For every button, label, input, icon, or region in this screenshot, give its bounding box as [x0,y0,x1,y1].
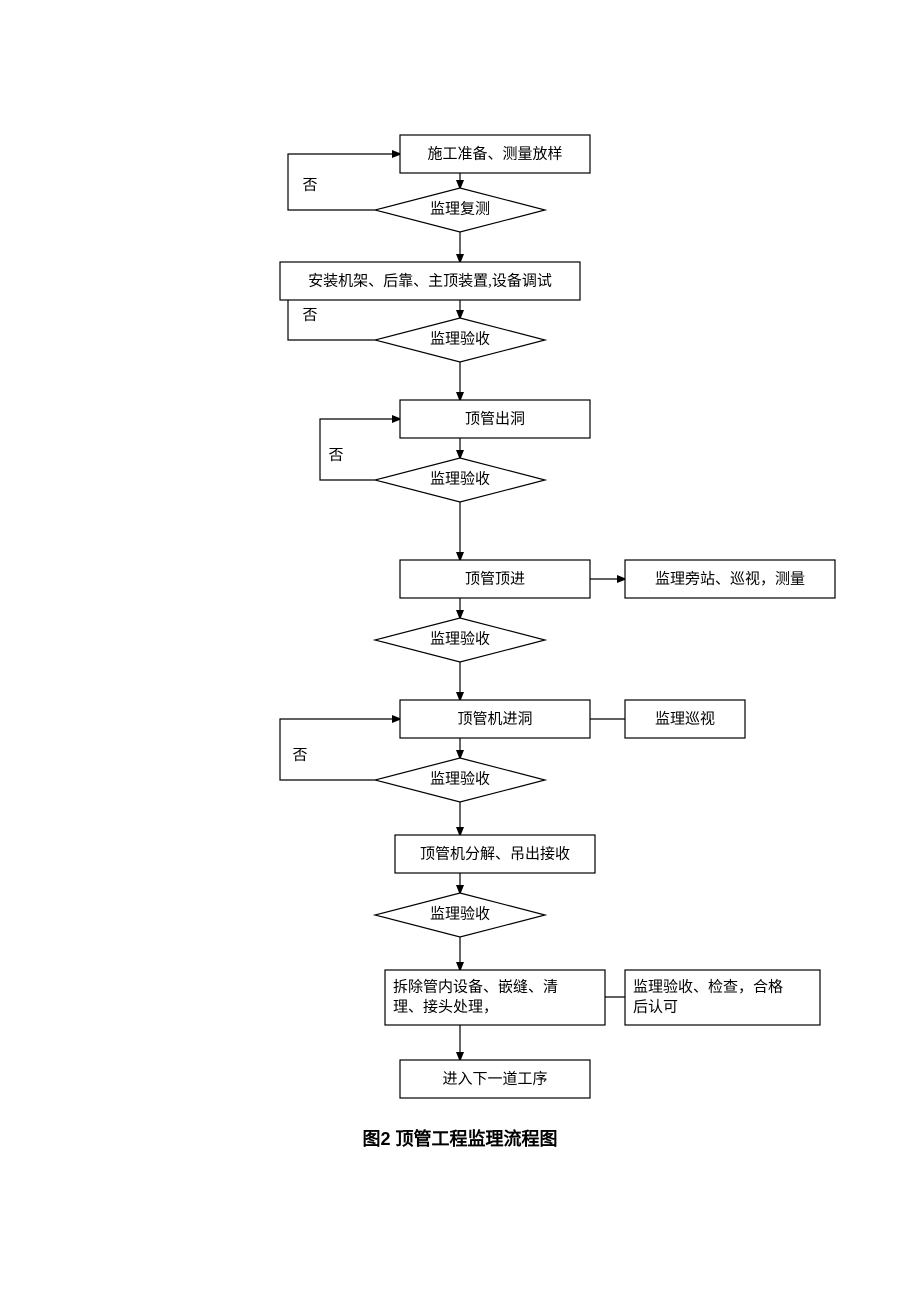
svg-text:监理巡视: 监理巡视 [655,710,715,727]
edge-label-d2-n2: 否 [302,307,317,323]
node-n8: 进入下一道工序 [400,1060,590,1098]
svg-text:监理验收: 监理验收 [430,905,490,922]
node-d1: 监理复测 [375,188,545,232]
svg-text:顶管机分解、吊出接收: 顶管机分解、吊出接收 [420,845,570,862]
svg-text:顶管顶进: 顶管顶进 [465,570,525,587]
node-n2: 安装机架、后靠、主顶装置,设备调试 [280,262,580,300]
node-n4: 顶管顶进 [400,560,590,598]
flowchart-svg: 否否否否 施工准备、测量放样监理复测安装机架、后靠、主顶装置,设备调试监理验收顶… [0,0,920,1302]
node-d4: 监理验收 [375,618,545,662]
edge-label-d3-n3: 否 [328,447,343,463]
node-n1: 施工准备、测量放样 [400,135,590,173]
node-n5: 顶管机进洞 [400,700,590,738]
node-n7: 拆除管内设备、嵌缝、清理、接头处理， [385,970,605,1025]
node-n6: 顶管机分解、吊出接收 [395,835,595,873]
edge-label-d1-n1: 否 [302,177,317,193]
svg-text:监理验收: 监理验收 [430,770,490,787]
nodes-layer: 施工准备、测量放样监理复测安装机架、后靠、主顶装置,设备调试监理验收顶管出洞监理… [280,135,835,1098]
svg-text:监理验收: 监理验收 [430,630,490,647]
svg-text:监理旁站、巡视，测量: 监理旁站、巡视，测量 [655,570,805,587]
svg-text:进入下一道工序: 进入下一道工序 [442,1070,547,1087]
svg-text:施工准备、测量放样: 施工准备、测量放样 [427,145,562,162]
svg-text:监理验收: 监理验收 [430,330,490,347]
node-n3: 顶管出洞 [400,400,590,438]
node-d2: 监理验收 [375,318,545,362]
figure-caption: 图2 顶管工程监理流程图 [362,1128,557,1149]
node-d6: 监理验收 [375,893,545,937]
node-d5: 监理验收 [375,758,545,802]
edge-label-d5-n5: 否 [292,747,307,763]
node-s2: 监理巡视 [625,700,745,738]
node-s3: 监理验收、检查，合格后认可 [625,970,820,1025]
svg-text:监理验收: 监理验收 [430,470,490,487]
node-d3: 监理验收 [375,458,545,502]
svg-text:顶管出洞: 顶管出洞 [465,410,525,427]
svg-text:监理复测: 监理复测 [430,199,490,217]
svg-text:顶管机进洞: 顶管机进洞 [457,710,532,727]
svg-text:安装机架、后靠、主顶装置,设备调试: 安装机架、后靠、主顶装置,设备调试 [308,272,552,289]
node-s1: 监理旁站、巡视，测量 [625,560,835,598]
